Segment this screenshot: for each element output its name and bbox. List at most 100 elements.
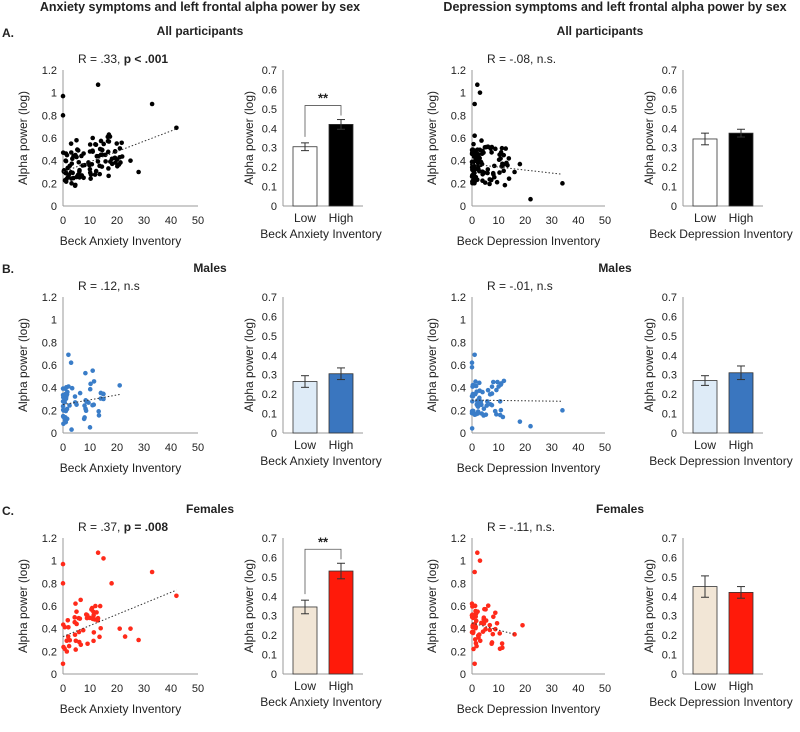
y-tick-label: 0.5: [262, 104, 277, 116]
row-b-title-left: Males: [193, 261, 227, 275]
x-tick-label: 0: [60, 215, 66, 227]
data-point: [485, 603, 491, 608]
data-point: [82, 415, 87, 420]
y-tick-label: 0.3: [662, 370, 677, 382]
data-point: [475, 152, 481, 157]
data-point: [472, 637, 478, 642]
data-point: [79, 173, 85, 178]
y-tick-label: 0.8: [451, 578, 466, 590]
data-point: [117, 626, 122, 631]
data-point: [497, 170, 502, 175]
data-point: [60, 561, 66, 567]
y-axis-label: Alpha power (log): [242, 318, 256, 412]
data-point: [119, 140, 124, 146]
annotation-p: p = .008: [124, 520, 169, 534]
x-axis-label: Beck Depression Inventory: [649, 454, 792, 468]
y-tick-label: 0.6: [662, 552, 677, 564]
data-point: [470, 615, 476, 621]
y-tick-label: 0.6: [451, 601, 466, 613]
data-point: [473, 608, 478, 614]
data-point: [481, 406, 487, 412]
y-tick-label: 0.6: [662, 84, 677, 96]
data-point: [72, 400, 78, 405]
x-tick-label: 30: [138, 215, 150, 227]
bar-high: [328, 570, 354, 675]
data-point: [504, 160, 509, 166]
correlation-annotation: R = -.01, n.s: [487, 279, 553, 293]
data-point: [472, 180, 477, 186]
data-point: [87, 167, 93, 172]
data-point: [474, 643, 479, 649]
data-point: [517, 419, 523, 424]
data-point: [63, 415, 68, 420]
data-point: [472, 101, 477, 107]
data-point: [498, 407, 504, 413]
x-tick-label: 30: [546, 442, 558, 454]
data-point: [87, 386, 93, 392]
y-tick-label: 1.2: [451, 533, 466, 545]
data-point: [92, 172, 98, 177]
data-point: [506, 156, 512, 161]
data-point: [61, 168, 67, 173]
data-point: [94, 610, 99, 615]
data-point: [483, 144, 489, 150]
data-point: [477, 638, 483, 644]
y-tick-label: 0: [460, 669, 466, 681]
data-point: [64, 638, 70, 644]
y-tick-label: 0.8: [451, 110, 466, 122]
data-point: [95, 159, 101, 164]
data-point: [60, 113, 66, 118]
data-point: [487, 627, 493, 633]
data-point: [473, 391, 478, 397]
data-point: [88, 172, 94, 177]
data-point: [87, 425, 93, 430]
data-point: [501, 378, 507, 384]
data-point: [476, 166, 481, 172]
data-point: [68, 150, 74, 155]
data-point: [77, 390, 83, 396]
data-point: [128, 626, 133, 631]
data-point: [68, 360, 74, 366]
annotation-r: R = .33,: [78, 52, 124, 66]
category-label: Low: [694, 438, 716, 452]
trend-line: [62, 128, 177, 173]
data-point: [494, 412, 499, 417]
data-point: [95, 154, 101, 159]
x-axis-label: Beck Anxiety Inventory: [60, 461, 181, 475]
data-point: [72, 615, 77, 620]
data-point: [482, 606, 487, 612]
data-point: [68, 141, 74, 146]
data-point: [472, 412, 478, 418]
data-point: [483, 412, 489, 417]
y-tick-label: 0.2: [451, 646, 466, 658]
category-label: Low: [294, 211, 316, 225]
y-axis-label: Alpha power (log): [16, 318, 30, 412]
y-tick-label: 0.6: [662, 311, 677, 323]
row-c-title-left: Females: [186, 502, 234, 516]
x-tick-label: 0: [469, 442, 475, 454]
data-point: [106, 139, 112, 144]
bar-high: [728, 372, 754, 434]
bar-low: [292, 381, 318, 434]
data-point: [97, 603, 103, 609]
data-point: [73, 601, 78, 606]
data-point: [114, 141, 120, 146]
x-tick-label: 50: [192, 683, 204, 695]
x-tick-label: 40: [572, 683, 584, 695]
x-axis-label: Beck Anxiety Inventory: [60, 234, 181, 248]
row-a-title-left: All participants: [157, 24, 244, 38]
data-point: [90, 148, 95, 153]
y-tick-label: 0: [51, 669, 57, 681]
data-point: [60, 392, 66, 398]
data-point: [69, 427, 74, 432]
data-point: [81, 151, 86, 156]
category-label: High: [329, 211, 354, 225]
y-tick-label: 0.6: [262, 84, 277, 96]
y-tick-label: 0.2: [662, 162, 677, 174]
data-point: [91, 402, 97, 408]
row-a-title-right: All participants: [557, 24, 644, 38]
y-tick-label: 1: [460, 88, 466, 100]
data-point: [96, 409, 101, 414]
